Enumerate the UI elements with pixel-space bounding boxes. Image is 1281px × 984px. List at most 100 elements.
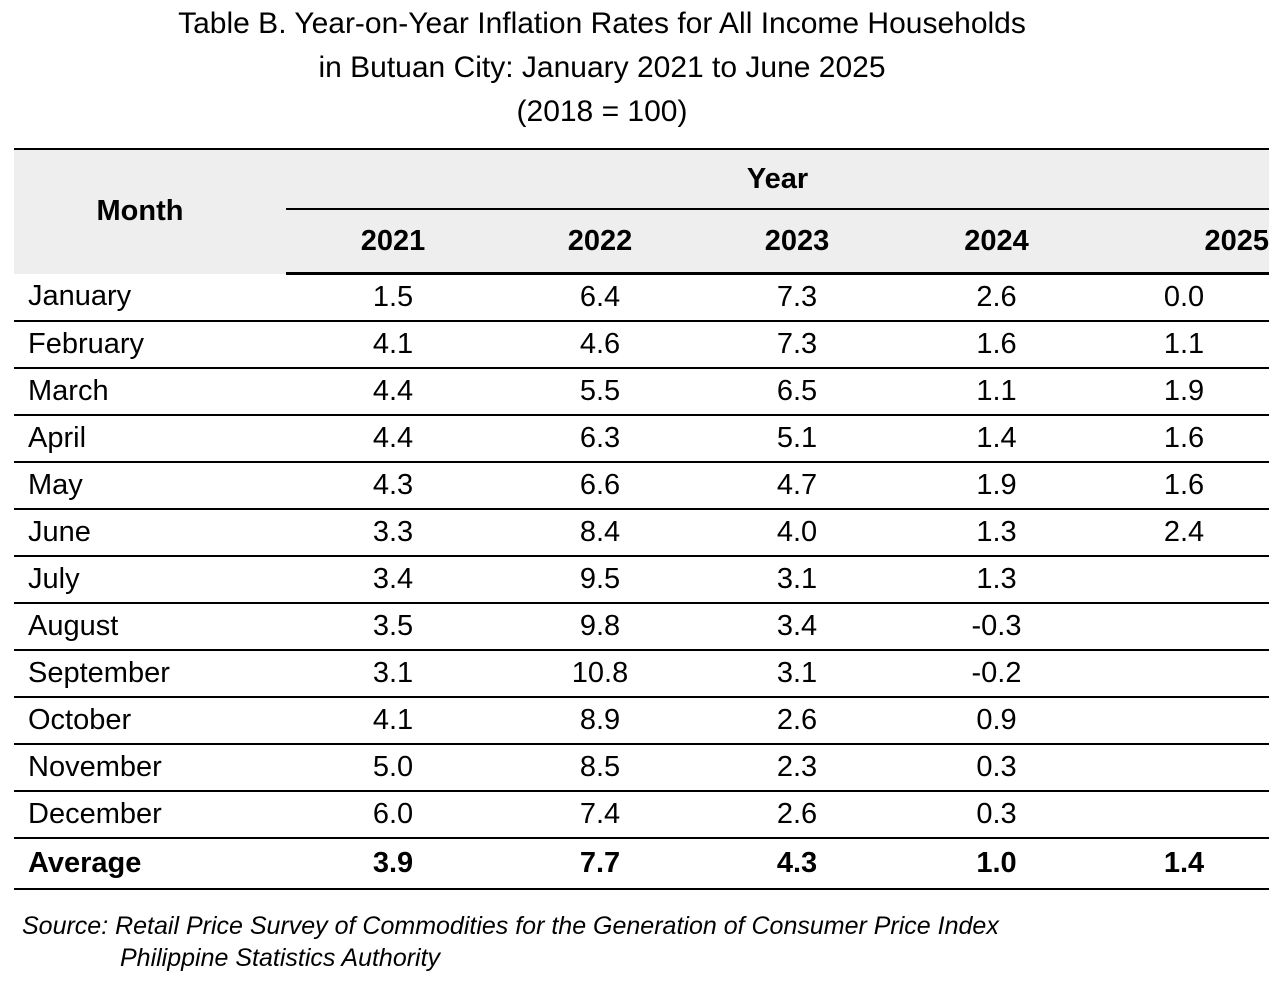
value-cell-2025: 1.6 — [1099, 462, 1270, 510]
table-row: January 1.5 6.4 7.3 2.6 0.0 — [14, 273, 1270, 322]
title-line-1: Table B. Year-on-Year Inflation Rates fo… — [178, 7, 1026, 40]
table-row: May 4.3 6.6 4.7 1.9 1.6 — [14, 462, 1270, 510]
month-cell: November — [14, 744, 286, 792]
table-row: July 3.4 9.5 3.1 1.3 — [14, 556, 1270, 604]
source-line-1: Source: Retail Price Survey of Commoditi… — [22, 912, 999, 940]
month-cell: June — [14, 509, 286, 557]
value-cell-2025 — [1099, 556, 1270, 604]
value-cell-2021: 3.3 — [286, 509, 500, 557]
value-cell-2021: 4.4 — [286, 415, 500, 463]
value-cell-2025: 1.9 — [1099, 368, 1270, 416]
value-cell-2021: 5.0 — [286, 744, 500, 792]
value-cell-2024: 1.1 — [894, 368, 1099, 416]
month-cell: August — [14, 603, 286, 651]
value-cell-2025: 2.4 — [1099, 509, 1270, 557]
month-cell: March — [14, 368, 286, 416]
value-cell-2024: 0.9 — [894, 697, 1099, 745]
value-cell-2023: 5.1 — [700, 415, 894, 463]
value-cell-2024: 1.3 — [894, 509, 1099, 557]
average-value-2022: 7.7 — [500, 838, 700, 890]
value-cell-2023: 2.6 — [700, 697, 894, 745]
value-cell-2022: 8.4 — [500, 509, 700, 557]
value-cell-2024: -0.3 — [894, 603, 1099, 651]
value-cell-2022: 5.5 — [500, 368, 700, 416]
month-cell: September — [14, 650, 286, 698]
table-row: April 4.4 6.3 5.1 1.4 1.6 — [14, 415, 1270, 463]
source-line-2: Philippine Statistics Authority — [120, 944, 441, 972]
table-row: October 4.1 8.9 2.6 0.9 — [14, 697, 1270, 745]
inflation-table: Month Year 2021 2022 2023 2024 2025 Janu… — [14, 148, 1270, 890]
year-header-2023: 2023 — [700, 209, 894, 275]
average-value-2025: 1.4 — [1099, 838, 1270, 890]
value-cell-2021: 4.3 — [286, 462, 500, 510]
table-row: August 3.5 9.8 3.4 -0.3 — [14, 603, 1270, 651]
value-cell-2023: 2.6 — [700, 791, 894, 839]
table-row: September 3.1 10.8 3.1 -0.2 — [14, 650, 1270, 698]
value-cell-2022: 8.9 — [500, 697, 700, 745]
value-cell-2025 — [1099, 650, 1270, 698]
value-cell-2025: 1.1 — [1099, 321, 1270, 369]
value-cell-2022: 6.6 — [500, 462, 700, 510]
average-row: Average 3.9 7.7 4.3 1.0 1.4 — [14, 838, 1270, 890]
year-header-2022: 2022 — [500, 209, 700, 275]
value-cell-2021: 3.5 — [286, 603, 500, 651]
month-cell: January — [14, 273, 286, 322]
value-cell-2025: 0.0 — [1099, 273, 1270, 322]
source-note: Source: Retail Price Survey of Commoditi… — [22, 910, 999, 974]
table-row: June 3.3 8.4 4.0 1.3 2.4 — [14, 509, 1270, 557]
year-column-header: Year — [286, 148, 1270, 210]
value-cell-2022: 6.4 — [500, 273, 700, 322]
value-cell-2023: 7.3 — [700, 321, 894, 369]
month-cell: July — [14, 556, 286, 604]
value-cell-2023: 3.1 — [700, 556, 894, 604]
value-cell-2025: 1.6 — [1099, 415, 1270, 463]
value-cell-2022: 9.5 — [500, 556, 700, 604]
value-cell-2023: 4.0 — [700, 509, 894, 557]
value-cell-2024: 0.3 — [894, 791, 1099, 839]
month-column-header: Month — [14, 148, 286, 274]
year-header-2024: 2024 — [894, 209, 1099, 275]
value-cell-2023: 7.3 — [700, 273, 894, 322]
value-cell-2024: 1.9 — [894, 462, 1099, 510]
table-row: March 4.4 5.5 6.5 1.1 1.9 — [14, 368, 1270, 416]
value-cell-2023: 4.7 — [700, 462, 894, 510]
year-header-2021: 2021 — [286, 209, 500, 275]
value-cell-2023: 3.1 — [700, 650, 894, 698]
value-cell-2022: 10.8 — [500, 650, 700, 698]
year-header-2025: 2025 — [1099, 209, 1270, 275]
month-cell: February — [14, 321, 286, 369]
average-value-2024: 1.0 — [894, 838, 1099, 890]
value-cell-2024: 0.3 — [894, 744, 1099, 792]
value-cell-2021: 4.1 — [286, 697, 500, 745]
table-title: Table B. Year-on-Year Inflation Rates fo… — [0, 2, 1204, 134]
value-cell-2024: 2.6 — [894, 273, 1099, 322]
value-cell-2021: 3.4 — [286, 556, 500, 604]
value-cell-2023: 2.3 — [700, 744, 894, 792]
value-cell-2022: 6.3 — [500, 415, 700, 463]
value-cell-2021: 3.1 — [286, 650, 500, 698]
table-row: November 5.0 8.5 2.3 0.3 — [14, 744, 1270, 792]
table-row: February 4.1 4.6 7.3 1.6 1.1 — [14, 321, 1270, 369]
value-cell-2025 — [1099, 603, 1270, 651]
table-row: December 6.0 7.4 2.6 0.3 — [14, 791, 1270, 839]
month-cell: May — [14, 462, 286, 510]
value-cell-2022: 8.5 — [500, 744, 700, 792]
value-cell-2025 — [1099, 791, 1270, 839]
value-cell-2024: 1.6 — [894, 321, 1099, 369]
value-cell-2025 — [1099, 744, 1270, 792]
value-cell-2024: 1.3 — [894, 556, 1099, 604]
month-cell: October — [14, 697, 286, 745]
value-cell-2021: 4.1 — [286, 321, 500, 369]
value-cell-2024: -0.2 — [894, 650, 1099, 698]
value-cell-2025 — [1099, 697, 1270, 745]
table-body: January 1.5 6.4 7.3 2.6 0.0 February 4.1 4.6 7.3 1… — [14, 273, 1270, 890]
value-cell-2023: 6.5 — [700, 368, 894, 416]
value-cell-2024: 1.4 — [894, 415, 1099, 463]
title-line-3: (2018 = 100) — [516, 95, 688, 128]
average-label: Average — [14, 838, 286, 890]
value-cell-2021: 4.4 — [286, 368, 500, 416]
value-cell-2022: 4.6 — [500, 321, 700, 369]
month-cell: April — [14, 415, 286, 463]
value-cell-2021: 6.0 — [286, 791, 500, 839]
month-cell: December — [14, 791, 286, 839]
